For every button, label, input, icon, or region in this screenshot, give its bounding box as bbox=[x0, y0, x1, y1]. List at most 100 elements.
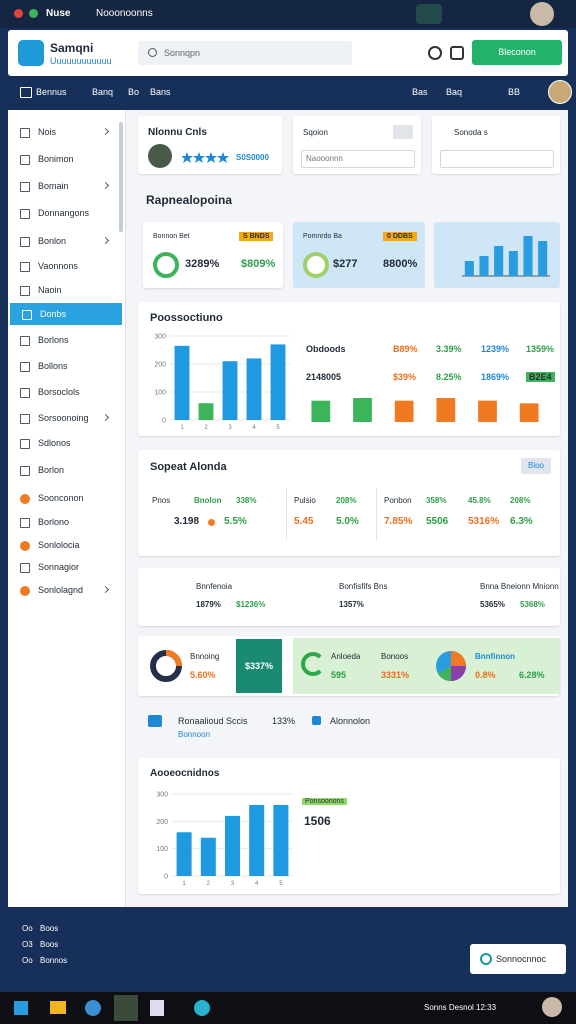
maximize[interactable] bbox=[29, 9, 38, 18]
column-value: 5.0% bbox=[336, 516, 359, 527]
link[interactable]: Alonnolon bbox=[330, 716, 371, 726]
bar bbox=[222, 361, 238, 420]
column-head: 45.8% bbox=[468, 496, 491, 505]
header-button[interactable]: Bleconon bbox=[472, 40, 562, 65]
app-icon[interactable] bbox=[85, 1000, 101, 1016]
icon bbox=[20, 237, 30, 247]
column-value: 7.85% bbox=[384, 516, 413, 527]
icon bbox=[20, 586, 30, 596]
avatar[interactable] bbox=[548, 80, 572, 104]
bar bbox=[198, 403, 214, 420]
sidebar-item[interactable]: Sonlolocia bbox=[8, 534, 120, 556]
rating-text: S0S0000 bbox=[236, 153, 269, 162]
sidebar-item[interactable]: Bollons bbox=[8, 355, 120, 377]
label: Sonlolagnd bbox=[38, 585, 84, 595]
dot bbox=[208, 519, 215, 526]
sidebar-item[interactable]: Bomain bbox=[8, 175, 120, 197]
icon[interactable] bbox=[428, 46, 442, 60]
icon bbox=[20, 388, 30, 398]
bar-chart: 0 100 200 300 1 2 3 4 5 bbox=[154, 334, 290, 431]
sidebar-item[interactable]: Sonnagior bbox=[8, 556, 120, 578]
report-card: Sopeat Alonda Bloo Pnos Bnolon 338% 3.198 5.… bbox=[138, 450, 560, 556]
y-tick-label: 0 bbox=[162, 418, 166, 425]
stat-value: 3289% bbox=[185, 258, 220, 270]
search-placeholder: Sonnqpn bbox=[164, 48, 201, 58]
icon bbox=[20, 518, 30, 528]
app-name: Samqni bbox=[50, 41, 94, 55]
highlight-title: Bnnoing bbox=[190, 652, 220, 661]
app-icon[interactable] bbox=[194, 1000, 210, 1016]
label: Soonconon bbox=[38, 493, 84, 503]
sidebar-item[interactable]: Soonconon bbox=[8, 487, 120, 509]
link-sub: Bonnoon bbox=[178, 730, 211, 739]
start[interactable] bbox=[14, 1001, 28, 1015]
bar bbox=[311, 400, 331, 422]
scrollbar[interactable] bbox=[119, 122, 123, 232]
icon-button[interactable] bbox=[393, 125, 413, 139]
clock: Sonns Desnol 12:33 bbox=[424, 1003, 497, 1012]
window-tab[interactable]: Nooonoonns bbox=[96, 8, 153, 19]
sidebar-item[interactable]: Bonlon bbox=[8, 230, 120, 252]
sidebar-item[interactable]: Donbs bbox=[10, 303, 122, 325]
footer-text: Boos bbox=[40, 924, 59, 933]
chevron bbox=[101, 413, 110, 422]
sidebar-item[interactable]: Sdlonos bbox=[8, 432, 120, 454]
close[interactable] bbox=[14, 9, 23, 18]
stat-label: Pomnrdo Ba bbox=[303, 233, 342, 240]
stat-badge: S BNDS bbox=[239, 232, 274, 241]
nav-item: Bans bbox=[150, 87, 171, 97]
y-tick-label: 200 bbox=[154, 362, 166, 369]
icon bbox=[20, 182, 30, 192]
avatar[interactable] bbox=[530, 2, 554, 26]
label: Borlon bbox=[38, 465, 65, 475]
nav-item: Bas bbox=[412, 87, 428, 97]
sidebar-item[interactable]: Borlono bbox=[8, 511, 120, 533]
table-cell: B2E4 bbox=[526, 372, 555, 382]
sidebar-item[interactable]: Sonlolagnd bbox=[8, 579, 120, 601]
footer-text: Oo bbox=[22, 924, 33, 933]
app-icon[interactable] bbox=[150, 1000, 164, 1016]
stat-badge: 0 DDBS bbox=[383, 232, 417, 241]
app-icon[interactable] bbox=[50, 1001, 66, 1014]
sidebar-item[interactable]: Borlon bbox=[8, 459, 120, 481]
icon bbox=[20, 439, 30, 449]
stat-value: $277 bbox=[333, 258, 358, 270]
icon[interactable] bbox=[450, 46, 464, 60]
label: Nois bbox=[38, 127, 57, 137]
sidebar-item[interactable]: Sorsoonoing bbox=[8, 407, 120, 429]
sidebar-item[interactable]: Nois bbox=[8, 121, 120, 143]
bar-chart: 0 100 200 300 1 2 3 4 5 bbox=[156, 792, 293, 887]
search-box[interactable]: Sonnqpn bbox=[138, 41, 352, 65]
menu-icon bbox=[20, 87, 32, 98]
y-tick-label: 100 bbox=[154, 390, 166, 397]
chevron bbox=[101, 127, 110, 136]
x-tick-label: 5 bbox=[279, 881, 283, 887]
icon bbox=[20, 286, 30, 296]
bar bbox=[273, 804, 289, 876]
sidebar-item[interactable]: Borlons bbox=[8, 329, 120, 351]
label: Vaonnons bbox=[38, 261, 78, 271]
link[interactable]: Ronaalioud Sccis bbox=[178, 716, 248, 726]
bar bbox=[478, 400, 497, 422]
report-button[interactable]: Bloo bbox=[521, 458, 551, 474]
bar bbox=[246, 358, 262, 420]
rating bbox=[182, 152, 229, 163]
card-title: Aooeocnidnos bbox=[150, 768, 220, 779]
sidebar-item[interactable]: Naoin bbox=[8, 279, 120, 301]
sidebar-item[interactable]: Vaonnons bbox=[8, 255, 120, 277]
sidebar-item[interactable]: Borsoclols bbox=[8, 381, 120, 403]
footer-text: Boos bbox=[40, 940, 59, 949]
toggle[interactable] bbox=[416, 4, 442, 24]
label: Sonnagior bbox=[38, 562, 80, 572]
label: Bonimon bbox=[38, 154, 74, 164]
footer-button[interactable]: Sonnocnnoc bbox=[470, 944, 566, 974]
dropdown[interactable]: Naooonnn bbox=[301, 150, 415, 168]
dropdown[interactable] bbox=[440, 150, 554, 168]
card-title: Poossoctiuno bbox=[150, 312, 223, 324]
footer-text: Oo bbox=[22, 956, 33, 965]
app-icon[interactable] bbox=[114, 995, 138, 1021]
sidebar-item[interactable]: Donnangons bbox=[8, 202, 120, 224]
highlights-card: Bnnoing 5.60% $337% Anloeda Bonoos 595 3… bbox=[138, 636, 560, 696]
sidebar-item[interactable]: Bonimon bbox=[8, 148, 120, 170]
avatar[interactable] bbox=[542, 997, 562, 1017]
